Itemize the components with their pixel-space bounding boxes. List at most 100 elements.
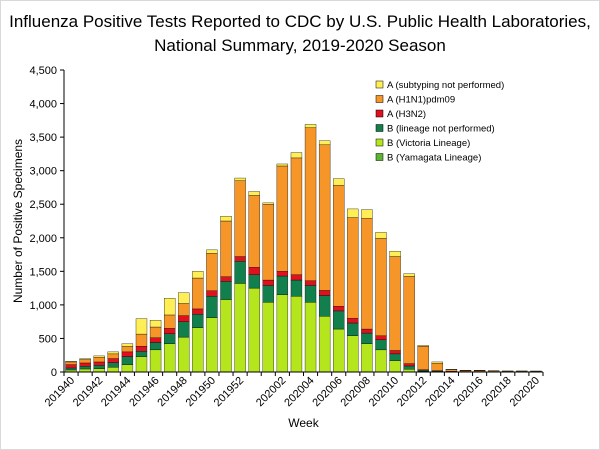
bar-stack-201950 — [206, 249, 218, 373]
bar-segment — [79, 366, 91, 370]
legend-label: A (H3N2) — [387, 109, 426, 120]
y-tick-labels: 0 500 1,000 1,500 2,000 2,500 3,000 3,500 4,000 4… — [29, 65, 64, 379]
bar-segment — [403, 273, 415, 277]
bar-segment — [304, 280, 317, 286]
bar-stack-202011 — [403, 273, 415, 373]
bar-segment — [361, 343, 373, 373]
bar-segment — [361, 209, 373, 219]
bar-segment — [107, 362, 119, 368]
bar-segment — [234, 180, 246, 257]
y-tick-label: 1,000 — [29, 300, 57, 312]
bar-segment — [163, 328, 176, 334]
y-axis-title: Number of Positive Specimens — [11, 139, 25, 303]
legend-swatch — [375, 95, 384, 103]
bar-segment — [262, 285, 274, 303]
y-tick-label: 2,500 — [29, 199, 57, 211]
bar-segment — [178, 336, 190, 373]
bar-segment — [304, 302, 317, 373]
x-tick-label: 201950 — [184, 375, 218, 409]
bar-segment — [234, 283, 246, 373]
y-tick-label: 4,000 — [29, 99, 57, 111]
bar-segment — [304, 124, 317, 128]
bar-segment — [248, 274, 260, 289]
bar-segment — [347, 318, 359, 324]
bar-segment — [93, 357, 105, 363]
bar-segment — [178, 315, 190, 322]
bar-segment — [135, 333, 148, 347]
bar-segment — [234, 177, 246, 181]
bar-segment — [347, 217, 359, 319]
x-tick-label: 201942 — [71, 375, 105, 409]
bar-stack-201947 — [163, 298, 176, 373]
bar-segment — [234, 256, 246, 262]
bar-stack-201949 — [192, 271, 204, 373]
bar-segment — [220, 299, 232, 373]
bar-segment — [389, 350, 401, 355]
bar-segment — [445, 369, 458, 372]
bar-segment — [318, 295, 331, 317]
bar-stack-202007 — [347, 208, 359, 373]
y-tick-label: 2,000 — [29, 233, 57, 245]
bar-segment — [192, 327, 204, 373]
legend: A (subtyping not performed) A (H1N1)pdm09… — [375, 80, 504, 164]
bar-segment — [163, 314, 176, 329]
bar-segment — [262, 204, 274, 281]
bar-segment — [149, 342, 162, 351]
bar-segment — [290, 274, 303, 281]
chart-title-line-1: Influenza Positive Tests Reported to CDC… — [9, 12, 591, 31]
legend-label: B (Victoria Lineage) — [387, 138, 470, 149]
chart-title: Influenza Positive Tests Reported to CDC… — [0, 10, 600, 58]
bar-segment — [262, 202, 274, 205]
bar-segment — [107, 358, 119, 363]
bar-segment — [276, 275, 289, 295]
x-tick-label: 202004 — [282, 375, 316, 409]
x-tick-label: 202016 — [451, 375, 485, 409]
bar-segment — [248, 267, 260, 275]
y-tick-label: 500 — [39, 333, 57, 345]
bar-segment — [318, 290, 331, 296]
bar-segment — [93, 365, 105, 369]
bar-stack-202001 — [262, 202, 274, 373]
bar-segment — [163, 333, 176, 344]
bar-segment — [149, 349, 162, 373]
x-tick-label: 201940 — [43, 375, 77, 409]
bar-segment — [121, 364, 134, 373]
bar-segment — [220, 220, 232, 277]
bar-segment — [262, 279, 274, 286]
bar-segment — [107, 353, 119, 359]
x-axis-title: Week — [288, 416, 319, 430]
bar-stack-202010 — [389, 251, 401, 373]
bar-segment — [347, 322, 359, 336]
bar-segment — [375, 335, 387, 340]
bar-segment — [135, 318, 148, 335]
bar-segment — [121, 351, 134, 357]
bar-stack-201952 — [234, 177, 246, 373]
bar-segment — [276, 165, 289, 272]
bar-segment — [333, 310, 345, 330]
bar-segment — [417, 345, 429, 347]
bar-segment — [361, 332, 373, 344]
legend-swatch — [375, 109, 384, 118]
bar-segment — [375, 339, 387, 351]
bar-stack-202009 — [375, 232, 387, 373]
bar-segment — [333, 178, 345, 186]
bar-segment — [347, 335, 359, 373]
bar-segment — [163, 298, 176, 316]
bar-segment — [107, 351, 119, 355]
bar-segment — [375, 238, 387, 336]
bar-segment — [178, 321, 190, 338]
legend-label: B (Yamagata Lineage) — [387, 153, 481, 164]
bar-stack-202012 — [417, 345, 429, 373]
bar-segment — [248, 195, 260, 268]
bar-stack-201948 — [178, 292, 190, 373]
bar-segment — [304, 285, 317, 303]
legend-swatch — [375, 153, 384, 161]
bar-segment — [163, 343, 176, 373]
bar-segment — [389, 256, 401, 351]
bar-stack-202003 — [290, 152, 303, 373]
bar-segment — [403, 365, 415, 370]
bar-segment — [93, 355, 105, 358]
y-tick-label: 1,500 — [29, 266, 57, 278]
bar-segment — [403, 363, 415, 367]
